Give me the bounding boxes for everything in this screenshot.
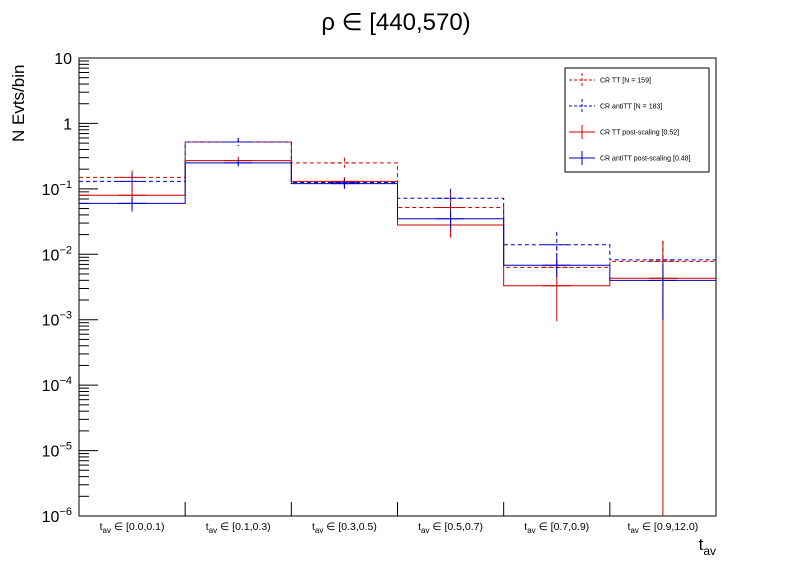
x-category-label: tav ∈ [0.3,0.5): [312, 521, 377, 535]
y-tick-label: 10−1: [42, 179, 72, 199]
series-3: [79, 159, 716, 320]
y-tick-label: 1: [63, 116, 72, 133]
y-tick-label: 10−2: [42, 244, 72, 264]
y-tick-label: 10−5: [42, 441, 72, 461]
x-category-label: tav ∈ [0.9,12.0): [628, 521, 699, 535]
x-axis-label: tav: [699, 535, 716, 558]
x-category-label: tav ∈ [0.0,0.1): [100, 521, 165, 535]
legend-label: CR antiTT post-scaling [0.48]: [600, 156, 691, 163]
legend-label: CR TT post-scaling [0.52]: [600, 130, 679, 137]
y-tick-label: 10: [54, 51, 72, 68]
y-axis-label: N Evts/bin: [9, 65, 28, 142]
y-tick-label: 10−4: [42, 375, 72, 395]
x-category-label: tav ∈ [0.5,0.7): [418, 521, 483, 535]
legend-box: [564, 67, 710, 173]
x-category-label: tav ∈ [0.1,0.3): [206, 521, 271, 535]
legend: CR TT [N = 159] CR antiTT [N = 183] CR TT …: [564, 67, 710, 173]
legend-label: CR antiTT [N = 183]: [600, 104, 662, 111]
y-tick-label: 10−3: [42, 310, 72, 330]
chart-title: ρ ∈ [440,570): [321, 9, 470, 36]
series-step-line: [79, 162, 716, 281]
y-tick-label: 10−6: [42, 506, 72, 526]
series-step-line: [79, 160, 716, 287]
x-category-label: tav ∈ [0.7,0.9): [524, 521, 589, 535]
series-step-line: [79, 141, 716, 268]
plot-area: 10 1 10−1 10−2 10−3 10−4 10−5 10−6 tav ∈ [0.0,0.…: [42, 51, 717, 535]
legend-label: CR TT [N = 159]: [600, 78, 651, 85]
